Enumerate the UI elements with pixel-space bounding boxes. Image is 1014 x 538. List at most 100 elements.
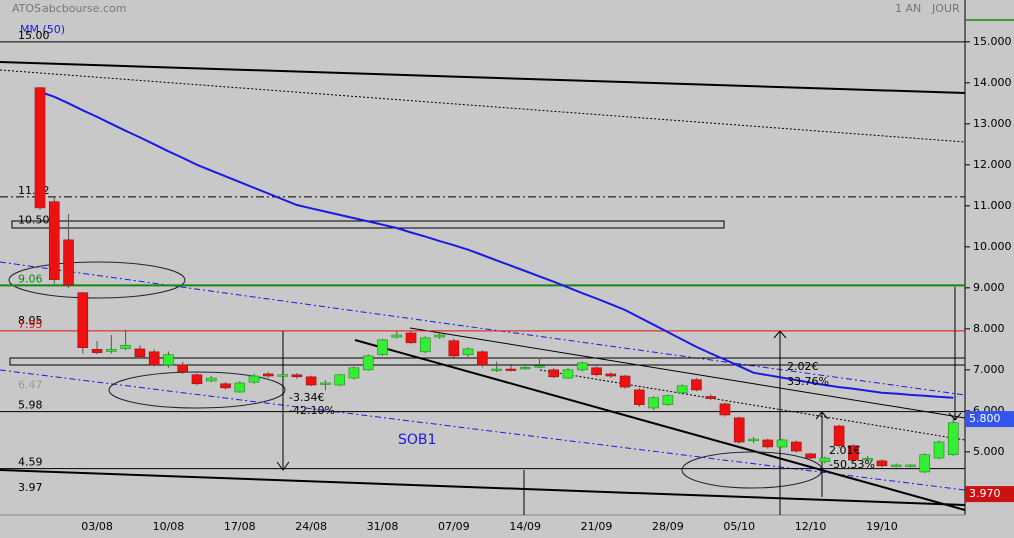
- x-tick-label: 31/08: [367, 520, 399, 533]
- candle-body: [605, 373, 617, 377]
- candle-body: [862, 458, 873, 461]
- x-tick-label: 17/08: [224, 520, 256, 533]
- candle-body: [534, 365, 545, 368]
- annotation: 2.02€: [787, 360, 819, 373]
- x-tick-label: 21/09: [581, 520, 613, 533]
- candle-body: [705, 396, 716, 399]
- candle-body: [876, 460, 888, 467]
- candle-body: [391, 334, 403, 338]
- candle-body: [548, 369, 560, 378]
- ellipse: [8, 261, 186, 299]
- period: 1 AN: [895, 2, 921, 15]
- y-tick-label: 8.000: [973, 322, 1005, 335]
- annotation: -50.53%: [829, 458, 875, 471]
- candle-body: [619, 375, 631, 388]
- candle-body: [519, 367, 531, 370]
- trend-line: [0, 61, 966, 94]
- y-tick-label: 14.000: [973, 76, 1012, 89]
- candle-body: [748, 438, 759, 442]
- candle-body: [505, 368, 517, 371]
- price-tag: [965, 411, 1014, 428]
- annotation: -42.10%: [289, 404, 335, 417]
- chart-title: ATOS: [12, 2, 41, 15]
- candle-body: [220, 383, 231, 389]
- candle-body: [234, 382, 246, 393]
- y-tick-label: 10.000: [973, 240, 1012, 253]
- annotation: SOB1: [398, 432, 436, 448]
- candle-body: [719, 403, 731, 416]
- x-tick-label: 14/09: [509, 520, 541, 533]
- annotation: -3.34€: [289, 391, 324, 404]
- candle-body: [148, 351, 160, 366]
- candle-body: [576, 362, 588, 371]
- candle-body: [491, 368, 502, 371]
- candle-body: [776, 439, 788, 448]
- candle-body: [63, 239, 74, 286]
- candle-body: [791, 441, 802, 452]
- candle-body: [277, 374, 288, 377]
- level-label: 5.98: [18, 399, 43, 412]
- candle-body: [405, 332, 417, 344]
- x-tick-label: 07/09: [438, 520, 470, 533]
- level-label: 7.95: [18, 318, 43, 331]
- trend-line: [409, 327, 966, 419]
- candle-body: [205, 377, 217, 382]
- candle-body: [134, 348, 146, 358]
- candle-body: [691, 379, 702, 391]
- level-label: 4.59: [18, 456, 43, 469]
- level-label: 3.97: [18, 481, 43, 494]
- candle-body: [562, 369, 574, 379]
- trend-line: [0, 469, 966, 506]
- candle-body: [263, 373, 274, 377]
- level-label: 8.05: [18, 314, 43, 327]
- y-tick-label: 15.000: [973, 35, 1012, 48]
- candle-body: [91, 349, 103, 353]
- candle-body: [348, 367, 360, 379]
- trend-line: [354, 339, 966, 511]
- x-tick-label: 28/09: [652, 520, 684, 533]
- candle-body: [890, 464, 902, 467]
- candle-body: [905, 464, 916, 467]
- arrow-head: [276, 461, 290, 471]
- x-tick-label: 05/10: [723, 520, 755, 533]
- ellipse: [108, 371, 286, 409]
- ma-line: [39, 90, 954, 399]
- y-tick-label: 5.000: [973, 445, 1005, 458]
- candle-body: [733, 417, 745, 443]
- candle-body: [305, 376, 317, 386]
- x-tick-label: 19/10: [866, 520, 898, 533]
- candle-body: [291, 374, 303, 378]
- candle-body: [248, 375, 260, 383]
- price-tag-label: 5.800: [969, 412, 1001, 425]
- candle-body: [634, 389, 645, 406]
- y-tick-label: 11.000: [973, 199, 1012, 212]
- candle-body: [334, 374, 345, 386]
- candle-body: [448, 340, 460, 357]
- legend-entry: MM (50): [20, 23, 65, 36]
- candle-body: [320, 382, 331, 385]
- candle-body: [933, 441, 945, 459]
- candle-body: [462, 348, 474, 355]
- y-tick-label: 12.000: [973, 158, 1012, 171]
- candle-body: [833, 425, 845, 447]
- candle-body: [48, 201, 60, 280]
- source: abcbourse.com: [42, 2, 126, 15]
- candle-body: [648, 397, 659, 409]
- y-tick-label: 13.000: [973, 117, 1012, 130]
- candle-body: [434, 334, 445, 338]
- y-tick-label: 9.000: [973, 281, 1005, 294]
- x-tick-label: 03/08: [81, 520, 113, 533]
- trend-line: [0, 69, 966, 143]
- level-label: 15.00: [18, 29, 50, 42]
- candle-body: [362, 355, 374, 371]
- price-tag-label: 3.970: [969, 487, 1001, 500]
- candle-body: [805, 453, 816, 459]
- candle-body: [106, 349, 117, 352]
- level-label: 9.06: [18, 272, 43, 285]
- candle-body: [919, 454, 931, 473]
- annotation: 2.01€: [829, 444, 861, 457]
- candle-body: [163, 354, 174, 366]
- annotation: 33.76%: [787, 375, 829, 388]
